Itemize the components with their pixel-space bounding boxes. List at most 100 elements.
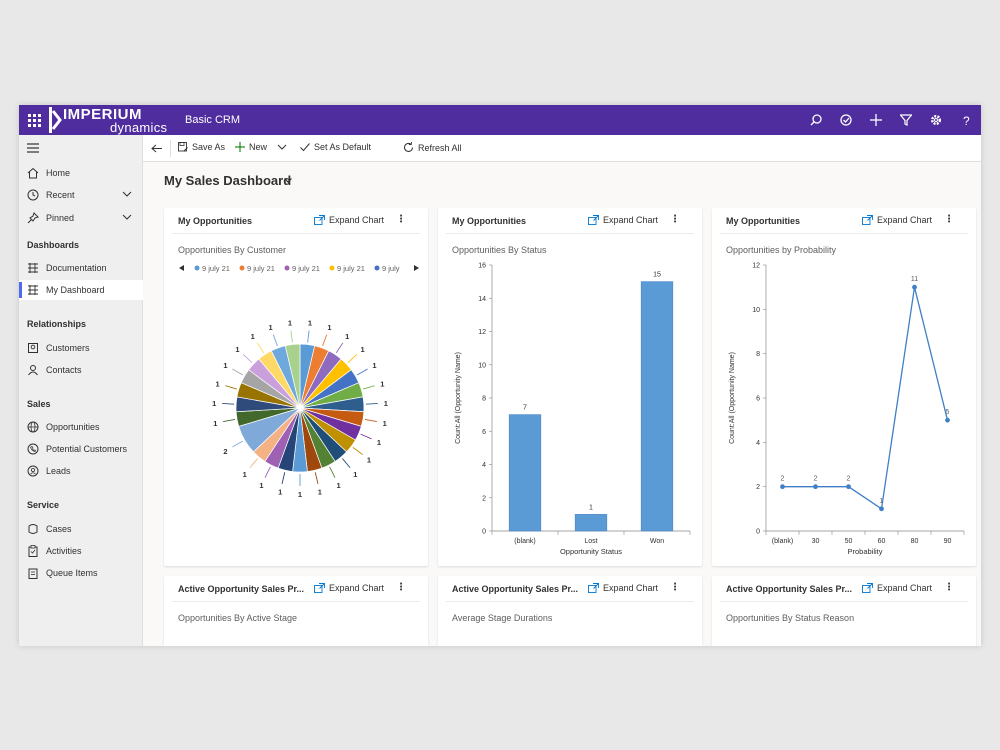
cases-icon bbox=[28, 524, 38, 534]
plus-icon[interactable] bbox=[867, 111, 885, 129]
legend-label[interactable]: 9 july bbox=[382, 264, 400, 273]
line-data-label: 2 bbox=[781, 476, 785, 483]
pie-leader-line bbox=[272, 334, 278, 347]
pie-data-label: 1 bbox=[223, 361, 227, 370]
bar[interactable] bbox=[640, 281, 674, 532]
expand-chart-button[interactable]: Expand Chart bbox=[314, 583, 384, 593]
legend-swatch bbox=[284, 265, 290, 271]
sidebar-item-label: Activities bbox=[46, 546, 82, 556]
hamburger-menu-icon[interactable] bbox=[27, 143, 39, 153]
more-options-icon[interactable]: ⋮ bbox=[396, 214, 406, 225]
new-button[interactable]: New bbox=[235, 142, 289, 152]
y-tick-label: 2 bbox=[482, 495, 486, 502]
sidebar-item-label: My Dashboard bbox=[46, 285, 105, 295]
sidebar-item-leads[interactable]: Leads bbox=[19, 461, 143, 481]
legend-label[interactable]: 9 july 21 bbox=[202, 264, 230, 273]
pie-leader-line bbox=[329, 466, 336, 478]
bar[interactable] bbox=[574, 514, 608, 532]
legend-next-icon[interactable] bbox=[414, 265, 419, 271]
line-point[interactable] bbox=[846, 484, 851, 490]
more-options-icon[interactable]: ⋮ bbox=[670, 582, 680, 593]
chevron-down-icon[interactable] bbox=[275, 143, 289, 151]
legend-prev-icon[interactable] bbox=[179, 265, 184, 271]
sidebar-item-activities[interactable]: Activities bbox=[19, 541, 143, 561]
nav-group-service: Service bbox=[27, 500, 60, 510]
sidebar-item-documentation[interactable]: Documentation bbox=[19, 258, 143, 278]
pie-data-label: 1 bbox=[384, 399, 388, 408]
phone-icon bbox=[27, 443, 39, 455]
line-point[interactable] bbox=[780, 484, 785, 490]
gear-icon[interactable] bbox=[927, 111, 945, 129]
more-options-icon[interactable]: ⋮ bbox=[944, 582, 954, 593]
save-as-icon bbox=[178, 142, 188, 152]
sidebar-item-opportunities[interactable]: Opportunities bbox=[19, 417, 143, 437]
refresh-all-button[interactable]: Refresh All bbox=[403, 142, 462, 153]
expand-chart-button[interactable]: Expand Chart bbox=[862, 583, 932, 593]
line-point[interactable] bbox=[813, 484, 818, 490]
chevron-down-icon[interactable] bbox=[122, 213, 132, 221]
save-as-label: Save As bbox=[192, 142, 226, 152]
sidebar-item-my-dashboard[interactable]: My Dashboard bbox=[19, 280, 143, 300]
card-header: My Opportunities Expand Chart ⋮ bbox=[446, 208, 694, 234]
line-point[interactable] bbox=[912, 284, 917, 290]
chart-subtitle: Opportunities By Customer bbox=[178, 245, 287, 255]
pie-data-label: 1 bbox=[259, 481, 263, 490]
sidebar-item-pinned[interactable]: Pinned bbox=[19, 208, 143, 228]
pie-leader-line bbox=[242, 354, 253, 364]
pie-data-label: 1 bbox=[269, 323, 273, 332]
sidebar-item-recent[interactable]: Recent bbox=[19, 185, 143, 205]
dashboard-icon bbox=[28, 285, 38, 295]
chart-subtitle: Opportunities by Probability bbox=[726, 245, 837, 255]
help-icon[interactable]: ? bbox=[957, 111, 975, 129]
sidebar-item-contacts[interactable]: Contacts bbox=[19, 360, 143, 380]
card-header: Active Opportunity Sales Pr... Expand Ch… bbox=[172, 576, 420, 602]
more-options-icon[interactable]: ⋮ bbox=[944, 214, 954, 225]
search-icon[interactable] bbox=[807, 111, 825, 129]
line-point[interactable] bbox=[879, 506, 884, 512]
expand-chart-label: Expand Chart bbox=[328, 215, 384, 225]
expand-icon bbox=[314, 583, 325, 593]
expand-chart-button[interactable]: Expand Chart bbox=[588, 583, 658, 593]
chart-card-opportunities-by-probability: My Opportunities Expand Chart ⋮ Opportun… bbox=[712, 208, 976, 566]
expand-chart-button[interactable]: Expand Chart bbox=[862, 215, 932, 225]
sidebar-item-home[interactable]: Home bbox=[19, 163, 143, 183]
company-logo: IMPERIUM dynamics bbox=[47, 105, 179, 135]
chart-card-by-status-reason: Active Opportunity Sales Pr... Expand Ch… bbox=[712, 576, 976, 646]
sidebar-item-cases[interactable]: Cases bbox=[19, 519, 143, 539]
y-axis-title: Count:All (Opportunity Name) bbox=[455, 352, 462, 444]
bar[interactable] bbox=[508, 414, 542, 532]
pie-leader-line bbox=[256, 342, 265, 354]
legend-label[interactable]: 9 july 21 bbox=[292, 264, 320, 273]
dashboard-title[interactable]: My Sales Dashboard bbox=[164, 173, 292, 188]
task-check-icon[interactable] bbox=[837, 111, 855, 129]
sidebar-item-label: Opportunities bbox=[46, 422, 100, 432]
sidebar-item-customers[interactable]: Customers bbox=[19, 338, 143, 358]
pie-data-label: 1 bbox=[353, 470, 357, 479]
chart-card-opportunities-by-customer: My Opportunities Expand Chart ⋮ Opportun… bbox=[164, 208, 428, 566]
back-arrow-icon[interactable] bbox=[151, 144, 162, 153]
pie-data-label: 1 bbox=[367, 455, 371, 464]
save-as-button[interactable]: Save As bbox=[178, 142, 225, 152]
pie-data-label: 1 bbox=[380, 379, 384, 388]
filter-icon[interactable] bbox=[897, 111, 915, 129]
command-bar: Save As New Set As Default Refresh All bbox=[143, 135, 981, 162]
app-launcher-icon[interactable] bbox=[25, 111, 43, 129]
line-point[interactable] bbox=[945, 417, 950, 423]
sidebar-item-queue-items[interactable]: Queue Items bbox=[19, 563, 143, 583]
expand-chart-button[interactable]: Expand Chart bbox=[314, 215, 384, 225]
chevron-down-icon[interactable] bbox=[283, 177, 293, 184]
sidebar-item-potential-customers[interactable]: Potential Customers bbox=[19, 439, 143, 459]
x-tick-label: (blank) bbox=[772, 538, 793, 545]
pie-slice[interactable] bbox=[284, 343, 301, 409]
chevron-down-icon[interactable] bbox=[122, 190, 132, 198]
pie-data-label: 1 bbox=[337, 481, 341, 490]
app-title[interactable]: Basic CRM bbox=[185, 114, 241, 126]
more-options-icon[interactable]: ⋮ bbox=[396, 582, 406, 593]
set-as-default-button[interactable]: Set As Default bbox=[300, 142, 371, 152]
expand-chart-button[interactable]: Expand Chart bbox=[588, 215, 658, 225]
pie-data-label: 1 bbox=[212, 399, 216, 408]
legend-label[interactable]: 9 july 21 bbox=[337, 264, 365, 273]
logo-mark-icon bbox=[49, 107, 62, 133]
more-options-icon[interactable]: ⋮ bbox=[670, 214, 680, 225]
legend-label[interactable]: 9 july 21 bbox=[247, 264, 275, 273]
